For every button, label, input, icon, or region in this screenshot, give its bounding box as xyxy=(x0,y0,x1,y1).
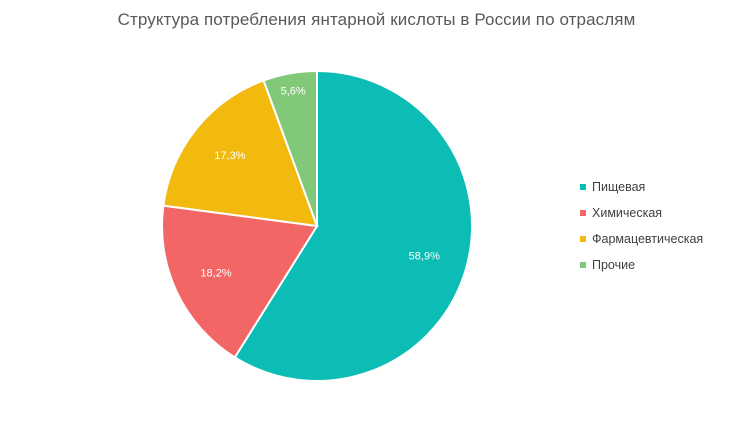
slice-prochie[interactable] xyxy=(262,69,318,227)
legend-label: Пищевая xyxy=(592,180,646,194)
legend-swatch xyxy=(580,184,586,190)
slice-pishchevaya[interactable] xyxy=(233,69,473,382)
legend-item-prochie[interactable]: Прочие xyxy=(580,252,703,278)
legend: Пищевая Химическая Фармацевтическая Проч… xyxy=(580,174,703,278)
data-label: 17,3% xyxy=(214,150,245,162)
legend-label: Фармацевтическая xyxy=(592,232,704,246)
slice-khimicheskaya[interactable] xyxy=(161,204,319,359)
data-label: 5,6% xyxy=(281,86,306,98)
legend-swatch xyxy=(580,210,586,216)
legend-swatch xyxy=(580,236,586,242)
legend-swatch xyxy=(580,262,586,268)
legend-item-khimicheskaya[interactable]: Химическая xyxy=(580,200,703,226)
legend-label: Прочие xyxy=(592,258,636,272)
data-label: 58,9% xyxy=(409,251,440,263)
slice-farmatsevticheskaya[interactable] xyxy=(162,79,319,228)
data-label: 18,2% xyxy=(200,267,231,279)
legend-label: Химическая xyxy=(592,206,663,220)
chart-title: Структура потребления янтарной кислоты в… xyxy=(117,10,636,29)
legend-item-pishchevaya[interactable]: Пищевая xyxy=(580,174,703,200)
legend-item-farmatsevticheskaya[interactable]: Фармацевтическая xyxy=(580,226,703,252)
